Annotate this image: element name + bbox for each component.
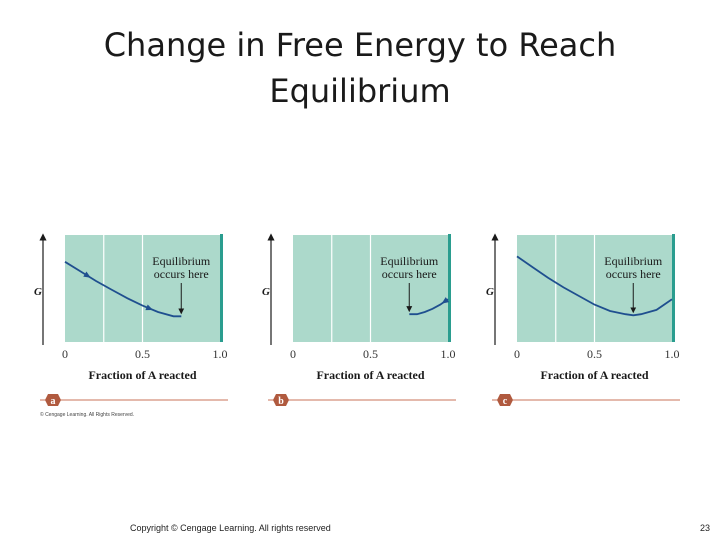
panel-badge xyxy=(273,394,289,406)
panel-label: b xyxy=(278,396,284,407)
y-axis-label: G xyxy=(34,286,42,298)
free-energy-figure: G 0 0.5 1.0 Fraction of A reacted Equilibrium… xyxy=(34,233,680,418)
x-axis-label: Fraction of A reacted xyxy=(540,368,648,382)
panel-label: a xyxy=(51,396,56,407)
x-tick-label: 0 xyxy=(62,347,68,361)
y-axis-label: G xyxy=(262,286,270,298)
x-tick-label: 1.0 xyxy=(441,347,456,361)
panels-group: G 0 0.5 1.0 Fraction of A reacted Equilibrium… xyxy=(34,233,680,407)
panel-c: G 0 0.5 1.0 Fraction of A reacted Equilibrium… xyxy=(486,233,680,407)
curve-direction-arrow xyxy=(145,304,154,311)
x-tick-label: 0 xyxy=(290,347,296,361)
page-number: 23 xyxy=(700,523,711,533)
x-tick-label: 1.0 xyxy=(665,347,680,361)
x-axis-label: Fraction of A reacted xyxy=(316,368,424,382)
x-tick-label: 1.0 xyxy=(213,347,228,361)
x-tick-label: 0 xyxy=(514,347,520,361)
plot-right-edge xyxy=(448,234,451,342)
y-axis-label: G xyxy=(486,286,494,298)
equilibrium-annotation: Equilibrium xyxy=(604,254,663,268)
series-line xyxy=(409,298,449,316)
panel-a: G 0 0.5 1.0 Fraction of A reacted Equilibrium… xyxy=(34,233,228,407)
curve-direction-arrow xyxy=(441,297,450,304)
x-tick-label: 0.5 xyxy=(135,347,150,361)
equilibrium-annotation: Equilibrium xyxy=(380,254,439,268)
slide-title-line2: Equilibrium xyxy=(269,72,451,110)
slide-title-line1: Change in Free Energy to Reach xyxy=(103,26,617,64)
plot-right-edge xyxy=(672,234,675,342)
panel-badge xyxy=(45,394,61,406)
panel-badge xyxy=(497,394,513,406)
equilibrium-annotation: occurs here xyxy=(382,267,437,281)
equilibrium-annotation: occurs here xyxy=(154,267,209,281)
equilibrium-annotation: occurs here xyxy=(606,267,661,281)
equilibrium-annotation: Equilibrium xyxy=(152,254,211,268)
x-tick-label: 0.5 xyxy=(363,347,378,361)
footer-copyright: Copyright © Cengage Learning. All rights… xyxy=(130,523,331,533)
plot-right-edge xyxy=(220,234,223,342)
figure-credit: © Cengage Learning. All Rights Reserved. xyxy=(40,411,134,418)
curve-direction-arrow xyxy=(83,271,91,278)
slide-title: Change in Free Energy to Reach Equilibri… xyxy=(0,22,720,114)
x-tick-label: 0.5 xyxy=(587,347,602,361)
series-line xyxy=(516,255,673,317)
panel-label: c xyxy=(503,396,508,407)
panel-b: G 0 0.5 1.0 Fraction of A reacted Equilibrium… xyxy=(262,233,456,407)
x-axis-label: Fraction of A reacted xyxy=(88,368,196,382)
